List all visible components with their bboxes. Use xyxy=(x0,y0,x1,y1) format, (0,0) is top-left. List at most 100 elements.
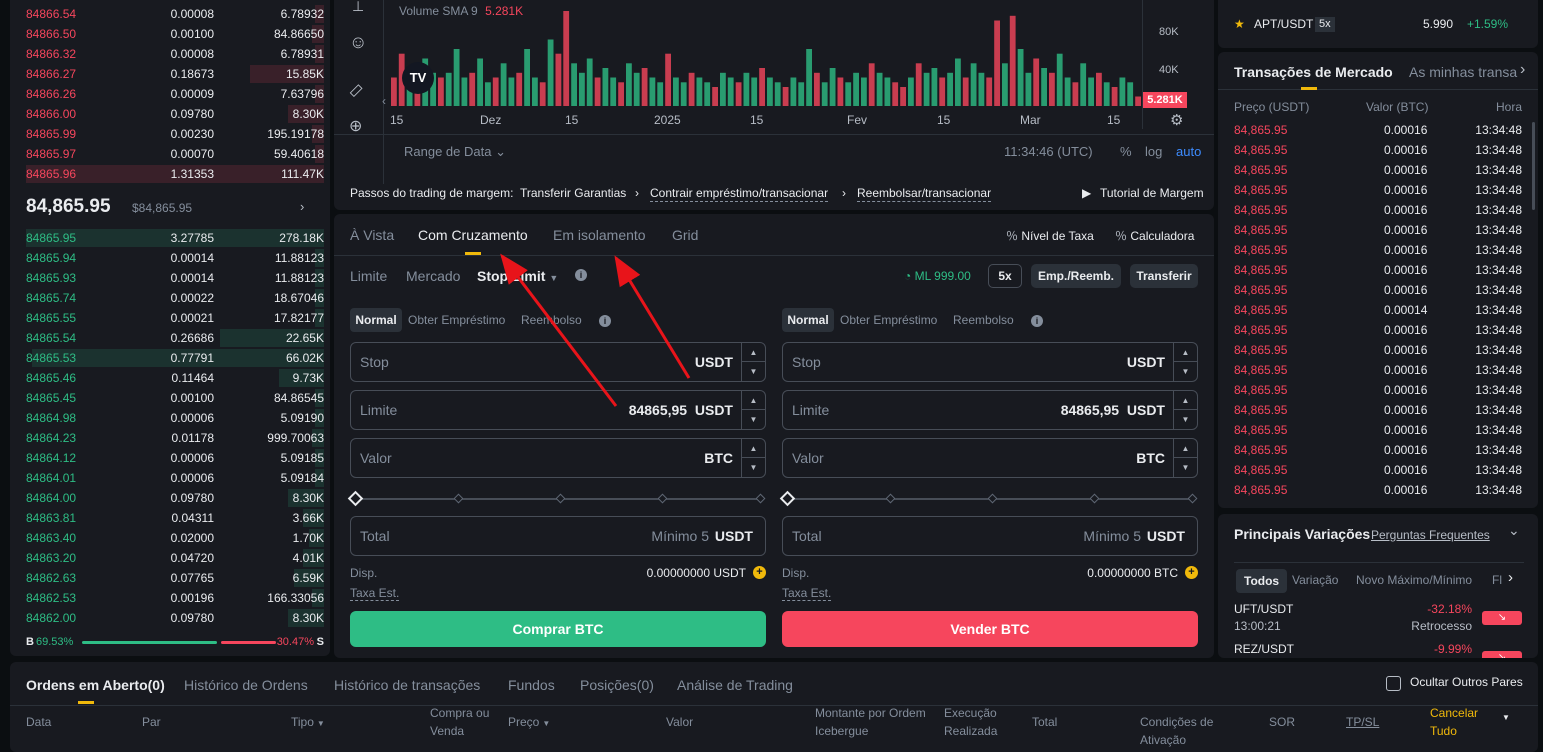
slider-handle[interactable] xyxy=(779,490,796,507)
mode-normal[interactable]: Normal xyxy=(350,308,402,332)
add-funds-icon[interactable]: + xyxy=(753,566,766,579)
movers-tab-change[interactable]: Variação xyxy=(1292,573,1339,587)
slider-step[interactable] xyxy=(453,493,464,504)
slider-handle[interactable] xyxy=(347,490,364,507)
bid-row[interactable]: 84862.00 0.09780 8.30K xyxy=(26,608,324,628)
movers-tab-more[interactable]: Fl xyxy=(1492,573,1502,587)
bid-row[interactable]: 84864.01 0.00006 5.09184 xyxy=(26,468,324,488)
ticker-row[interactable]: ★ APT/USDT 5x 5.990 +1.59% xyxy=(1234,14,1524,34)
stepper[interactable]: ▲ ▼ xyxy=(741,343,765,381)
leverage-button[interactable]: 5x xyxy=(988,264,1022,288)
crosshair-icon[interactable]: ⊥ xyxy=(352,0,365,14)
ask-row[interactable]: 84866.54 0.00008 6.78932 xyxy=(26,4,324,24)
auto-toggle[interactable]: auto xyxy=(1176,144,1202,159)
increment-icon[interactable]: ▲ xyxy=(1174,391,1197,410)
caret-down-icon[interactable]: ▼ xyxy=(1502,713,1510,722)
decrement-icon[interactable]: ▼ xyxy=(1181,367,1190,376)
info-icon[interactable]: i xyxy=(1031,315,1043,327)
increment-icon[interactable]: ▲ xyxy=(1174,343,1197,362)
scrollbar[interactable] xyxy=(1532,122,1535,210)
column-header[interactable]: Tipo ▼ xyxy=(291,713,351,733)
amount-input[interactable]: Valor BTC ▲ ▼ xyxy=(782,438,1198,478)
tab-grid[interactable]: Grid xyxy=(672,227,699,243)
ask-row[interactable]: 84866.32 0.00008 6.78931 xyxy=(26,44,324,64)
chevron-right-icon[interactable]: › xyxy=(300,199,305,214)
column-header[interactable]: Preço ▼ xyxy=(508,713,568,733)
order-type-stop-limit[interactable]: Stop Limit ▼ xyxy=(477,268,558,284)
percent-toggle[interactable]: % xyxy=(1120,144,1132,159)
fee-estimate-label[interactable]: Taxa Est. xyxy=(782,586,832,601)
increment-icon[interactable]: ▲ xyxy=(742,343,765,362)
stop-price-input[interactable]: Stop USDT ▲ ▼ xyxy=(782,342,1198,382)
increment-icon[interactable]: ▲ xyxy=(742,391,765,410)
limit-price-input[interactable]: Limite 84865,95 USDT ▲ ▼ xyxy=(782,390,1198,430)
emoji-icon[interactable]: ☺ xyxy=(349,32,368,52)
stepper[interactable]: ▲ ▼ xyxy=(741,439,765,477)
bid-row[interactable]: 84865.74 0.00022 18.67046 xyxy=(26,288,324,308)
hide-pairs-checkbox[interactable] xyxy=(1386,676,1401,691)
ask-row[interactable]: 84866.00 0.09780 8.30K xyxy=(26,104,324,124)
bid-row[interactable]: 84865.93 0.00014 11.88123 xyxy=(26,268,324,288)
decrement-icon[interactable]: ▼ xyxy=(749,463,758,472)
bid-row[interactable]: 84863.20 0.04720 4.01K xyxy=(26,548,324,568)
orders-tab[interactable]: Histórico de Ordens xyxy=(184,677,308,693)
zoom-in-icon[interactable]: ⊕ xyxy=(349,118,363,135)
date-range-button[interactable]: Range de Data ⌄ xyxy=(404,144,506,160)
sell-button[interactable]: Vender BTC xyxy=(782,611,1198,647)
slider-step[interactable] xyxy=(885,493,896,504)
bid-row[interactable]: 84863.40 0.02000 1.70K xyxy=(26,528,324,548)
increment-icon[interactable]: ▲ xyxy=(742,439,765,458)
slider-step[interactable] xyxy=(1187,493,1198,504)
mover-row[interactable]: REZ/USDT -9.99% ↘ xyxy=(1234,642,1524,658)
mode-borrow[interactable]: Obter Empréstimo xyxy=(840,313,938,327)
bid-row[interactable]: 84865.46 0.11464 9.73K xyxy=(26,368,324,388)
amount-slider[interactable] xyxy=(779,490,1198,507)
ruler-icon[interactable]: ▭ xyxy=(344,78,368,102)
total-input[interactable]: Total Mínimo 5 USDT xyxy=(782,516,1198,556)
amount-slider[interactable] xyxy=(347,490,766,507)
mode-repay[interactable]: Reembolso xyxy=(521,313,582,327)
bid-row[interactable]: 84864.00 0.09780 8.30K xyxy=(26,488,324,508)
slider-step[interactable] xyxy=(1089,493,1100,504)
ask-row[interactable]: 84865.96 1.31353 111.47K xyxy=(26,164,324,184)
volume-chart[interactable] xyxy=(390,6,1142,106)
faq-link[interactable]: Perguntas Frequentes xyxy=(1371,528,1490,542)
margin-step-transfer[interactable]: Transferir Garantias xyxy=(520,186,627,200)
stepper[interactable]: ▲ ▼ xyxy=(1173,391,1197,429)
decrement-icon[interactable]: ▼ xyxy=(749,367,758,376)
bid-row[interactable]: 84863.81 0.04311 3.66K xyxy=(26,508,324,528)
column-header[interactable]: Cancelar Tudo xyxy=(1430,704,1490,740)
tab-spot[interactable]: À Vista xyxy=(350,227,395,243)
stepper[interactable]: ▲ ▼ xyxy=(1173,343,1197,381)
margin-level-indicator[interactable]: ◔ ML 999.00 xyxy=(904,269,971,283)
amount-input[interactable]: Valor BTC ▲ ▼ xyxy=(350,438,766,478)
margin-step-borrow[interactable]: Contrair empréstimo/transacionar xyxy=(650,186,829,202)
chevron-right-icon[interactable]: › xyxy=(1508,569,1513,586)
log-toggle[interactable]: log xyxy=(1145,144,1163,159)
info-icon[interactable]: i xyxy=(575,269,587,281)
bid-row[interactable]: 84865.54 0.26686 22.65K xyxy=(26,328,324,348)
increment-icon[interactable]: ▲ xyxy=(1174,439,1197,458)
info-icon[interactable]: i xyxy=(599,315,611,327)
slider-step[interactable] xyxy=(755,493,766,504)
decrement-icon[interactable]: ▼ xyxy=(1181,415,1190,424)
bid-row[interactable]: 84865.94 0.00014 11.88123 xyxy=(26,248,324,268)
stepper[interactable]: ▲ ▼ xyxy=(741,391,765,429)
slider-step[interactable] xyxy=(987,493,998,504)
bid-row[interactable]: 84864.23 0.01178 999.70063 xyxy=(26,428,324,448)
movers-tab-all[interactable]: Todos xyxy=(1236,569,1288,593)
calculator-button[interactable]: ％ Calculadora xyxy=(1115,227,1194,244)
orders-tab[interactable]: Ordens em Aberto(0) xyxy=(26,677,165,693)
tab-cross[interactable]: Com Cruzamento xyxy=(418,227,528,243)
order-type-limit[interactable]: Limite xyxy=(350,268,388,284)
orders-tab[interactable]: Posições(0) xyxy=(580,677,654,693)
mode-borrow[interactable]: Obter Empréstimo xyxy=(408,313,506,327)
order-type-market[interactable]: Mercado xyxy=(406,268,461,284)
chart-nav-left-icon[interactable]: ‹ xyxy=(382,94,386,108)
stepper[interactable]: ▲ ▼ xyxy=(1173,439,1197,477)
stop-price-input[interactable]: Stop USDT ▲ ▼ xyxy=(350,342,766,382)
bid-row[interactable]: 84862.63 0.07765 6.59K xyxy=(26,568,324,588)
ask-row[interactable]: 84865.97 0.00070 59.40618 xyxy=(26,144,324,164)
ask-row[interactable]: 84866.26 0.00009 7.63796 xyxy=(26,84,324,104)
borrow-repay-button[interactable]: Emp./Reemb. xyxy=(1031,264,1121,288)
